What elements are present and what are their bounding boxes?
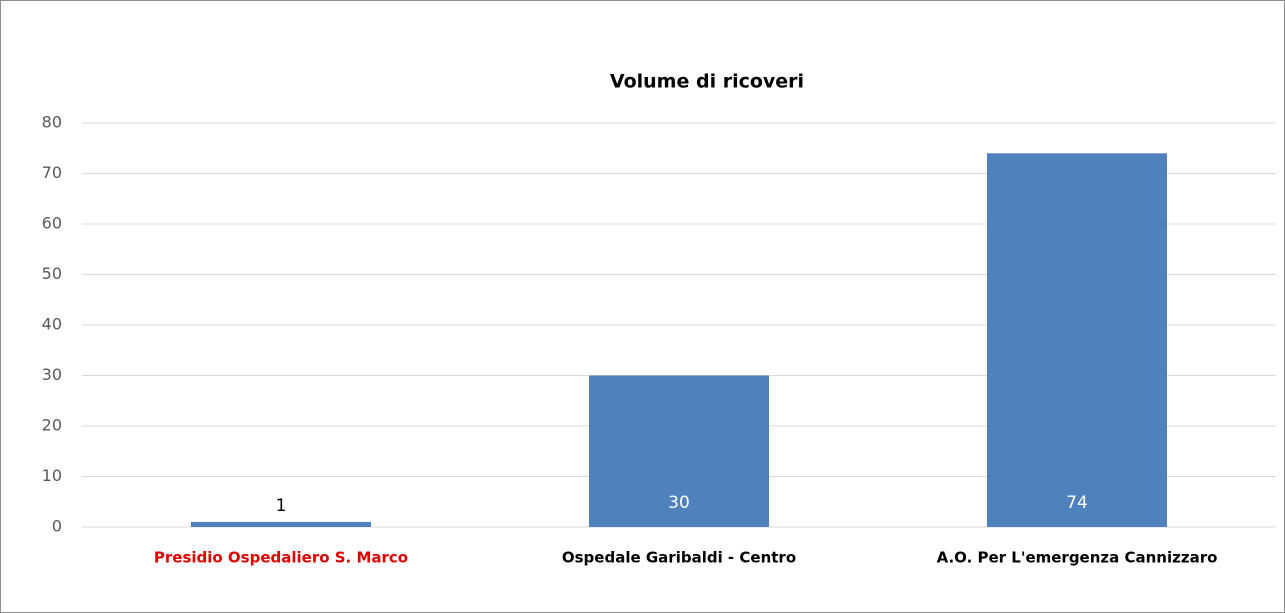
y-tick-label: 70 xyxy=(42,163,62,182)
bar xyxy=(191,521,371,527)
value-label: 1 xyxy=(276,496,287,516)
y-tick-label: 80 xyxy=(42,113,62,132)
value-label: 30 xyxy=(668,493,690,513)
y-tick-label: 40 xyxy=(42,315,62,334)
bar xyxy=(987,153,1167,528)
y-tick-label: 0 xyxy=(52,517,62,536)
value-label: 74 xyxy=(1066,493,1088,513)
x-tick-label: Presidio Ospedaliero S. Marco xyxy=(154,549,408,567)
y-tick-label: 10 xyxy=(42,466,62,485)
y-tick-label: 30 xyxy=(42,365,62,384)
y-tick-label: 50 xyxy=(42,264,62,283)
bar xyxy=(589,375,769,527)
x-tick-label: Ospedale Garibaldi - Centro xyxy=(562,549,796,567)
chart-title: Volume di ricoveri xyxy=(610,71,804,93)
x-tick-label: A.O. Per L'emergenza Cannizzaro xyxy=(937,549,1218,567)
y-tick-label: 20 xyxy=(42,416,62,435)
y-tick-label: 60 xyxy=(42,214,62,233)
